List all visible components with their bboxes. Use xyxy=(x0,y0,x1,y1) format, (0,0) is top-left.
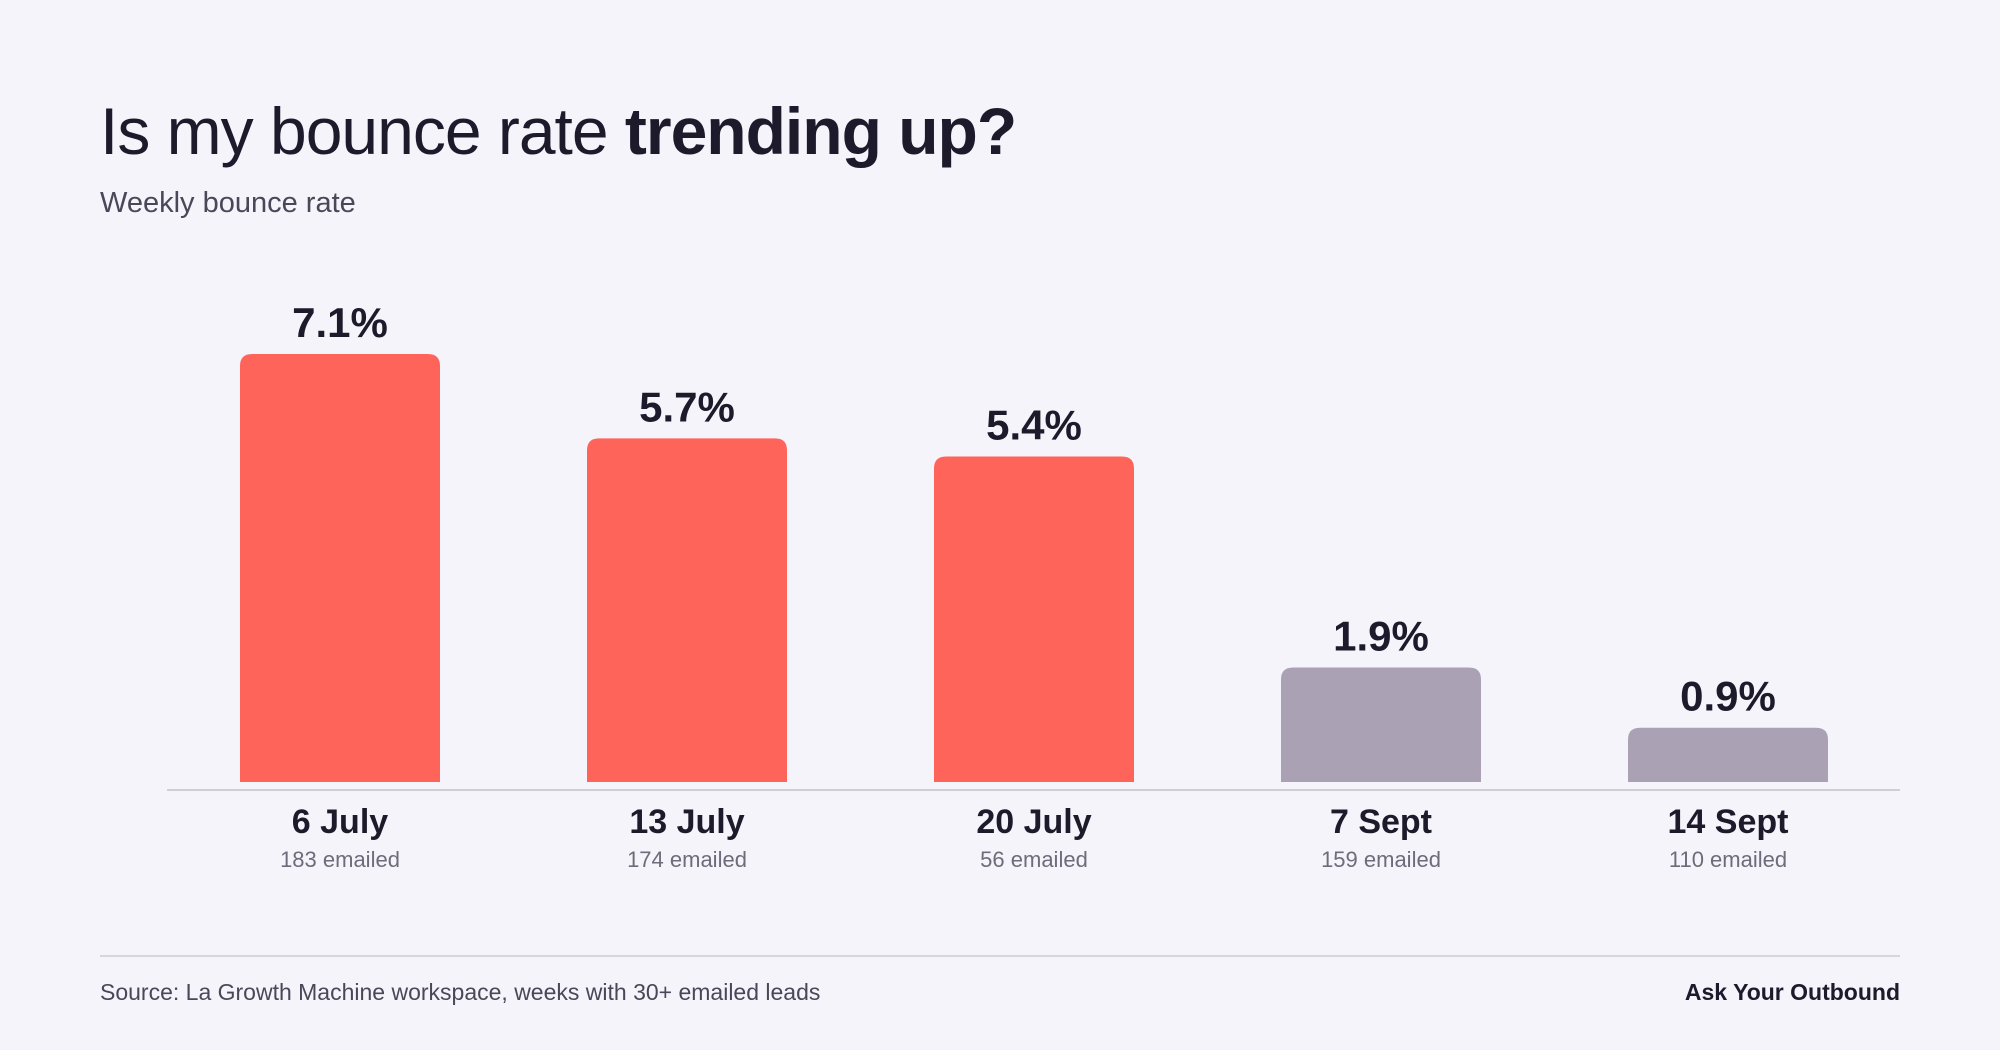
bar-value-label: 0.9% xyxy=(1680,673,1776,720)
category-label: 7 Sept xyxy=(1330,803,1432,841)
brand-label: Ask Your Outbound xyxy=(1684,979,1900,1005)
category-label: 6 July xyxy=(292,803,388,841)
category-label: 14 Sept xyxy=(1668,803,1789,841)
page-title: Is my bounce rate trending up? xyxy=(100,88,1017,174)
source-note: Source: La Growth Machine workspace, wee… xyxy=(100,979,821,1005)
bar-4 xyxy=(1281,667,1481,782)
bar-value-label: 7.1% xyxy=(292,299,388,346)
category-sublabel: 174 emailed xyxy=(627,847,747,872)
category-sublabel: 56 emailed xyxy=(980,847,1088,872)
bar-value-label: 5.4% xyxy=(986,401,1082,448)
category-label: 13 July xyxy=(629,803,744,841)
bar-chart: 7.1% 6 July 183 emailed 5.7% 13 July 174 emai… xyxy=(167,299,1900,872)
bar-3 xyxy=(934,456,1134,782)
category-label: 20 July xyxy=(976,803,1091,841)
category-sublabel: 159 emailed xyxy=(1321,847,1441,872)
bar-5 xyxy=(1628,727,1828,782)
bar-2 xyxy=(587,438,787,782)
bar-value-label: 1.9% xyxy=(1333,612,1429,659)
title-regular: Is my bounce rate xyxy=(100,94,625,168)
bar-value-label: 5.7% xyxy=(639,383,735,430)
footer-divider xyxy=(100,955,1900,957)
bar-1 xyxy=(240,354,440,782)
page-subtitle: Weekly bounce rate xyxy=(100,187,356,219)
title-bold: trending up? xyxy=(624,94,1017,168)
category-sublabel: 183 emailed xyxy=(280,847,400,872)
category-sublabel: 110 emailed xyxy=(1669,847,1787,872)
bars-group: 7.1% 6 July 183 emailed 5.7% 13 July 174 emai… xyxy=(240,299,1828,872)
